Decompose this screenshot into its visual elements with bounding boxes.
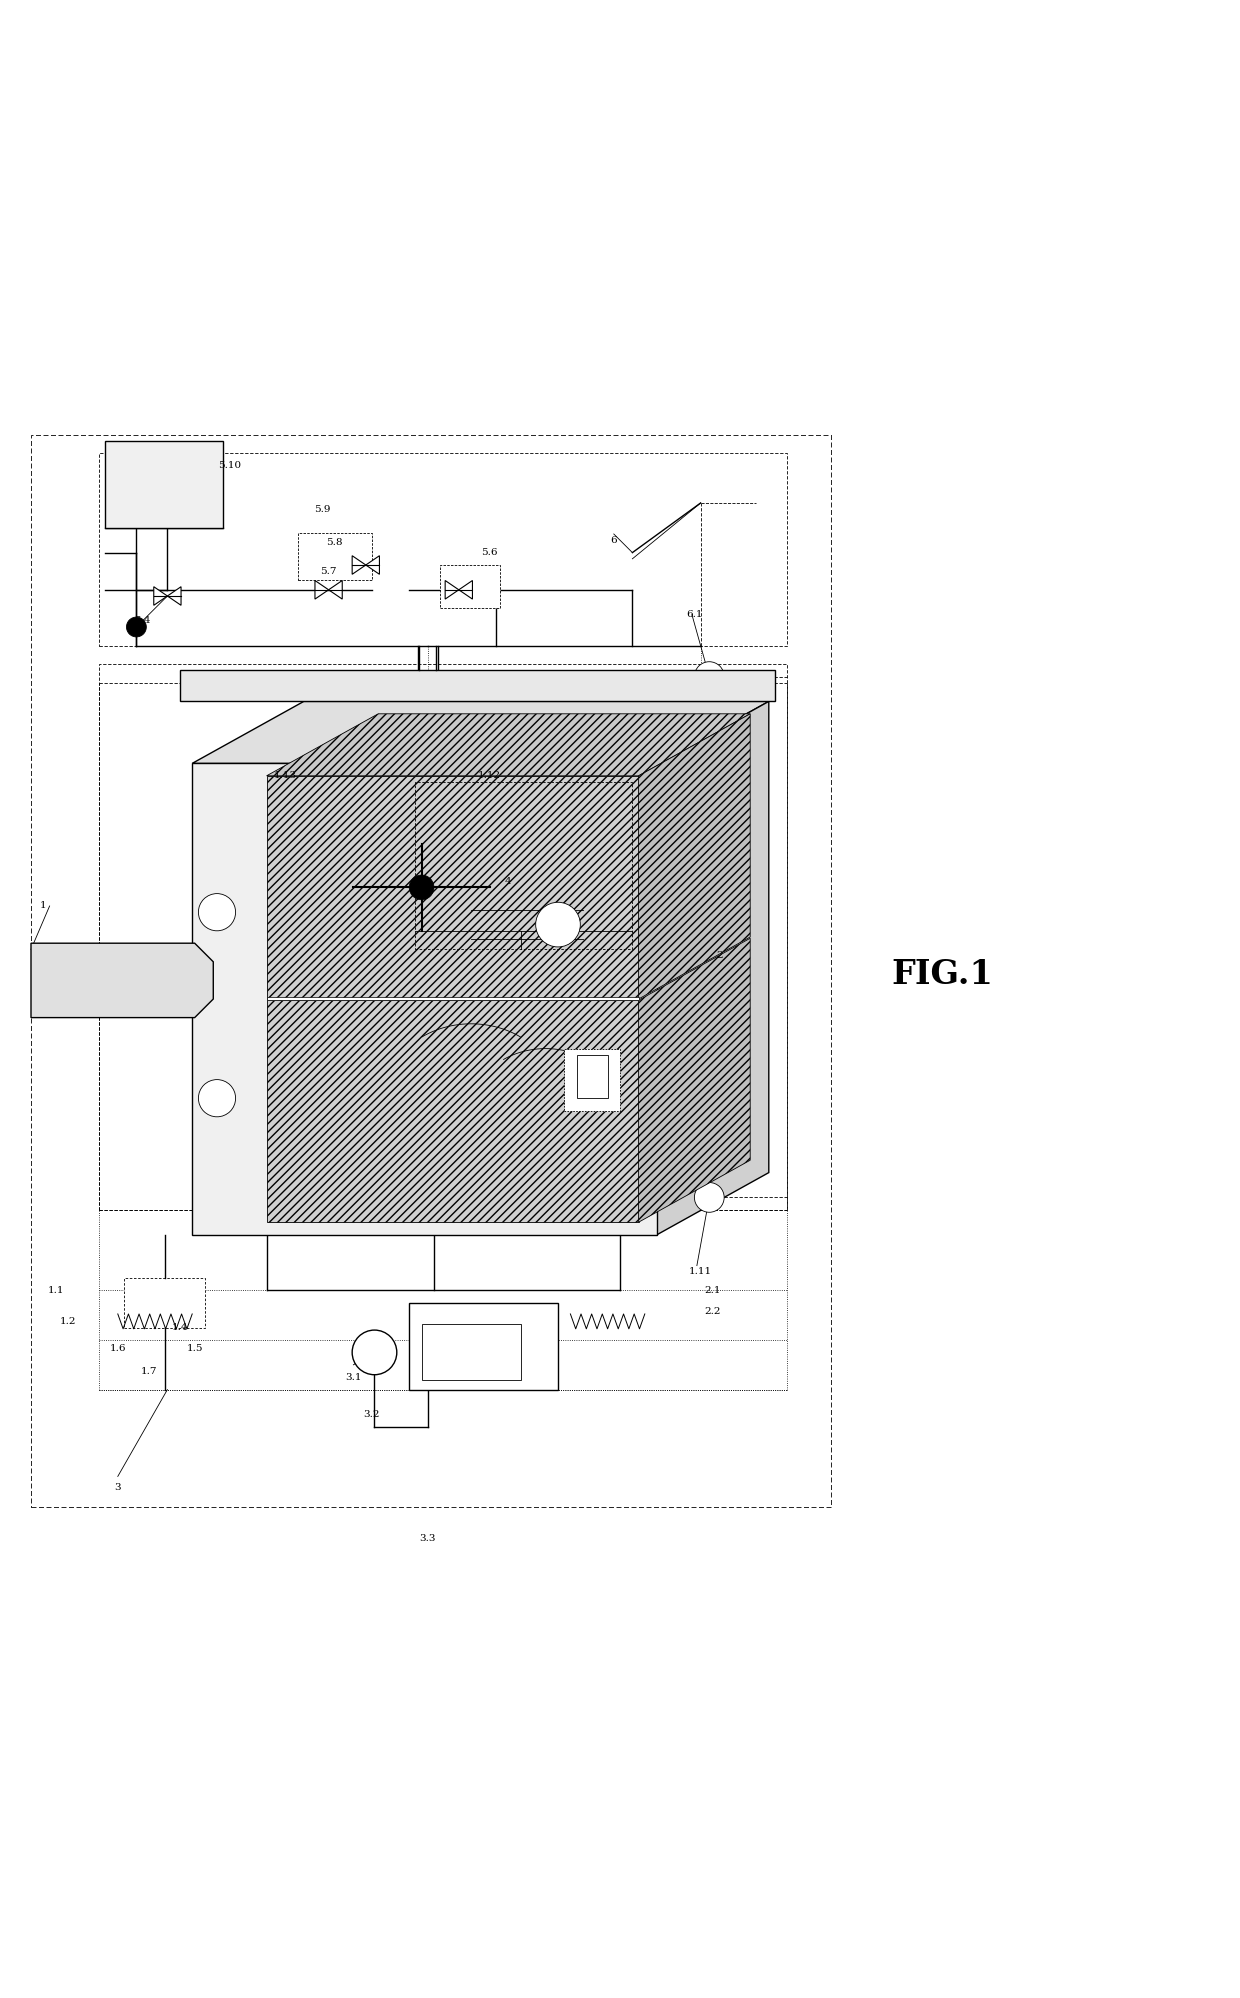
Polygon shape <box>267 775 639 999</box>
Text: 4: 4 <box>505 877 512 885</box>
Text: 6.1: 6.1 <box>686 609 703 619</box>
Polygon shape <box>105 442 223 527</box>
Polygon shape <box>180 671 775 701</box>
Polygon shape <box>422 1325 521 1381</box>
Text: 5.4: 5.4 <box>134 615 151 625</box>
Circle shape <box>409 875 434 899</box>
Circle shape <box>536 903 580 947</box>
Text: 2.2: 2.2 <box>704 1307 722 1317</box>
Polygon shape <box>154 587 167 605</box>
Text: 6: 6 <box>610 535 618 545</box>
Circle shape <box>198 1079 236 1117</box>
Polygon shape <box>445 581 459 599</box>
Text: 1.1: 1.1 <box>47 1287 64 1295</box>
Polygon shape <box>657 701 769 1235</box>
Circle shape <box>352 1331 397 1375</box>
Polygon shape <box>124 1279 205 1327</box>
Polygon shape <box>409 1303 558 1389</box>
Polygon shape <box>315 581 329 599</box>
Text: 2: 2 <box>715 951 723 961</box>
Polygon shape <box>31 943 213 1017</box>
Polygon shape <box>167 587 181 605</box>
Polygon shape <box>639 939 750 1223</box>
Text: 5.9: 5.9 <box>314 505 331 513</box>
Polygon shape <box>267 1001 639 1223</box>
Polygon shape <box>192 763 657 1235</box>
Circle shape <box>198 893 236 931</box>
Polygon shape <box>192 701 769 763</box>
Text: 3.2: 3.2 <box>363 1411 381 1419</box>
Text: 5.6: 5.6 <box>481 547 498 557</box>
Polygon shape <box>329 581 342 599</box>
Polygon shape <box>366 555 379 573</box>
Text: 1.13: 1.13 <box>274 771 296 781</box>
Text: 1: 1 <box>40 901 47 911</box>
Circle shape <box>694 1183 724 1213</box>
Polygon shape <box>298 533 372 579</box>
Text: 5.10: 5.10 <box>218 462 241 470</box>
Text: 5.7: 5.7 <box>320 567 337 575</box>
Text: 2.1: 2.1 <box>704 1287 722 1295</box>
Text: 5.8: 5.8 <box>326 537 343 547</box>
Polygon shape <box>639 713 750 999</box>
Text: 3: 3 <box>114 1483 122 1493</box>
Text: 1.4: 1.4 <box>171 1323 188 1333</box>
Text: 3.3: 3.3 <box>419 1534 436 1542</box>
Text: FIG.1: FIG.1 <box>892 957 993 991</box>
Polygon shape <box>267 997 639 1001</box>
Text: 3.1: 3.1 <box>345 1373 362 1383</box>
Polygon shape <box>564 1049 620 1111</box>
Text: 1.2: 1.2 <box>60 1317 77 1327</box>
Text: 1.5: 1.5 <box>186 1345 203 1353</box>
Text: 1.11: 1.11 <box>689 1267 712 1277</box>
Text: 1.6: 1.6 <box>109 1345 126 1353</box>
Text: 1.7: 1.7 <box>140 1367 157 1375</box>
Polygon shape <box>440 565 500 609</box>
Text: 1.12: 1.12 <box>479 771 501 781</box>
Polygon shape <box>267 713 750 775</box>
Polygon shape <box>352 555 366 573</box>
Polygon shape <box>577 1055 608 1099</box>
Circle shape <box>126 617 146 637</box>
Polygon shape <box>459 581 472 599</box>
Circle shape <box>694 661 724 691</box>
